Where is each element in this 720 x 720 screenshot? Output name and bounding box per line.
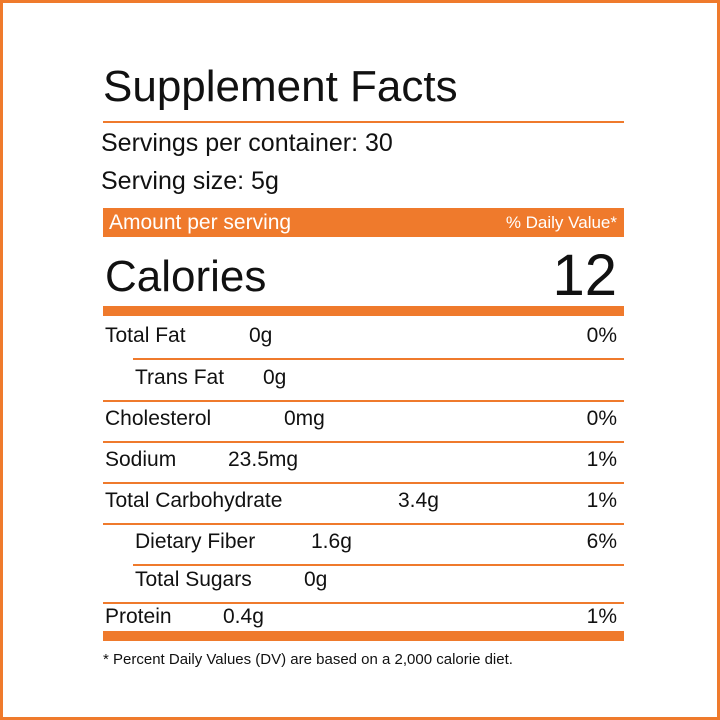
title: Supplement Facts [103,62,458,111]
rule [103,121,624,123]
footnote: * Percent Daily Values (DV) are based on… [103,651,513,668]
nutrient-amount: 23.5mg [228,448,299,471]
amount-header: Amount per serving [109,211,292,234]
thick-rule [103,306,624,316]
header-bar [103,208,624,237]
row-rule [133,564,624,566]
nutrient-name: Protein [105,605,172,628]
nutrient-dv: 0% [586,407,617,430]
dv-header: % Daily Value* [505,213,617,232]
servings: Servings per container: 30 [101,129,393,157]
calories-label: Calories [105,252,267,301]
nutrient-dv: 0% [586,324,617,347]
row-rule [103,482,624,484]
nutrient-dv: 6% [586,530,617,553]
nutrient-amount: 0g [304,568,328,591]
row-rule [103,523,624,525]
nutrient-dv: 1% [586,489,617,512]
row-rule [103,400,624,402]
nutrient-amount: 1.6g [311,530,352,553]
thick-rule [103,631,624,641]
nutrient-name: Trans Fat [135,366,225,389]
row-rule [103,602,624,604]
nutrient-amount: 0g [249,324,273,347]
nutrient-name: Total Carbohydrate [105,489,283,512]
nutrient-amount: 0mg [284,407,325,430]
nutrient-name: Total Sugars [135,568,252,591]
nutrient-dv: 1% [586,448,617,471]
serving-size: Serving size: 5g [101,167,279,195]
nutrient-name: Dietary Fiber [135,530,256,553]
nutrient-dv: 1% [586,605,617,628]
nutrient-name: Sodium [105,448,177,471]
nutrient-name: Cholesterol [105,407,212,430]
nutrient-amount: 3.4g [398,489,439,512]
nutrient-amount: 0g [263,366,287,389]
nutrient-amount: 0.4g [223,605,264,628]
calories-value: 12 [552,243,617,308]
nutrient-name: Total Fat [105,324,186,347]
row-rule [103,441,624,443]
row-rule [133,358,624,360]
